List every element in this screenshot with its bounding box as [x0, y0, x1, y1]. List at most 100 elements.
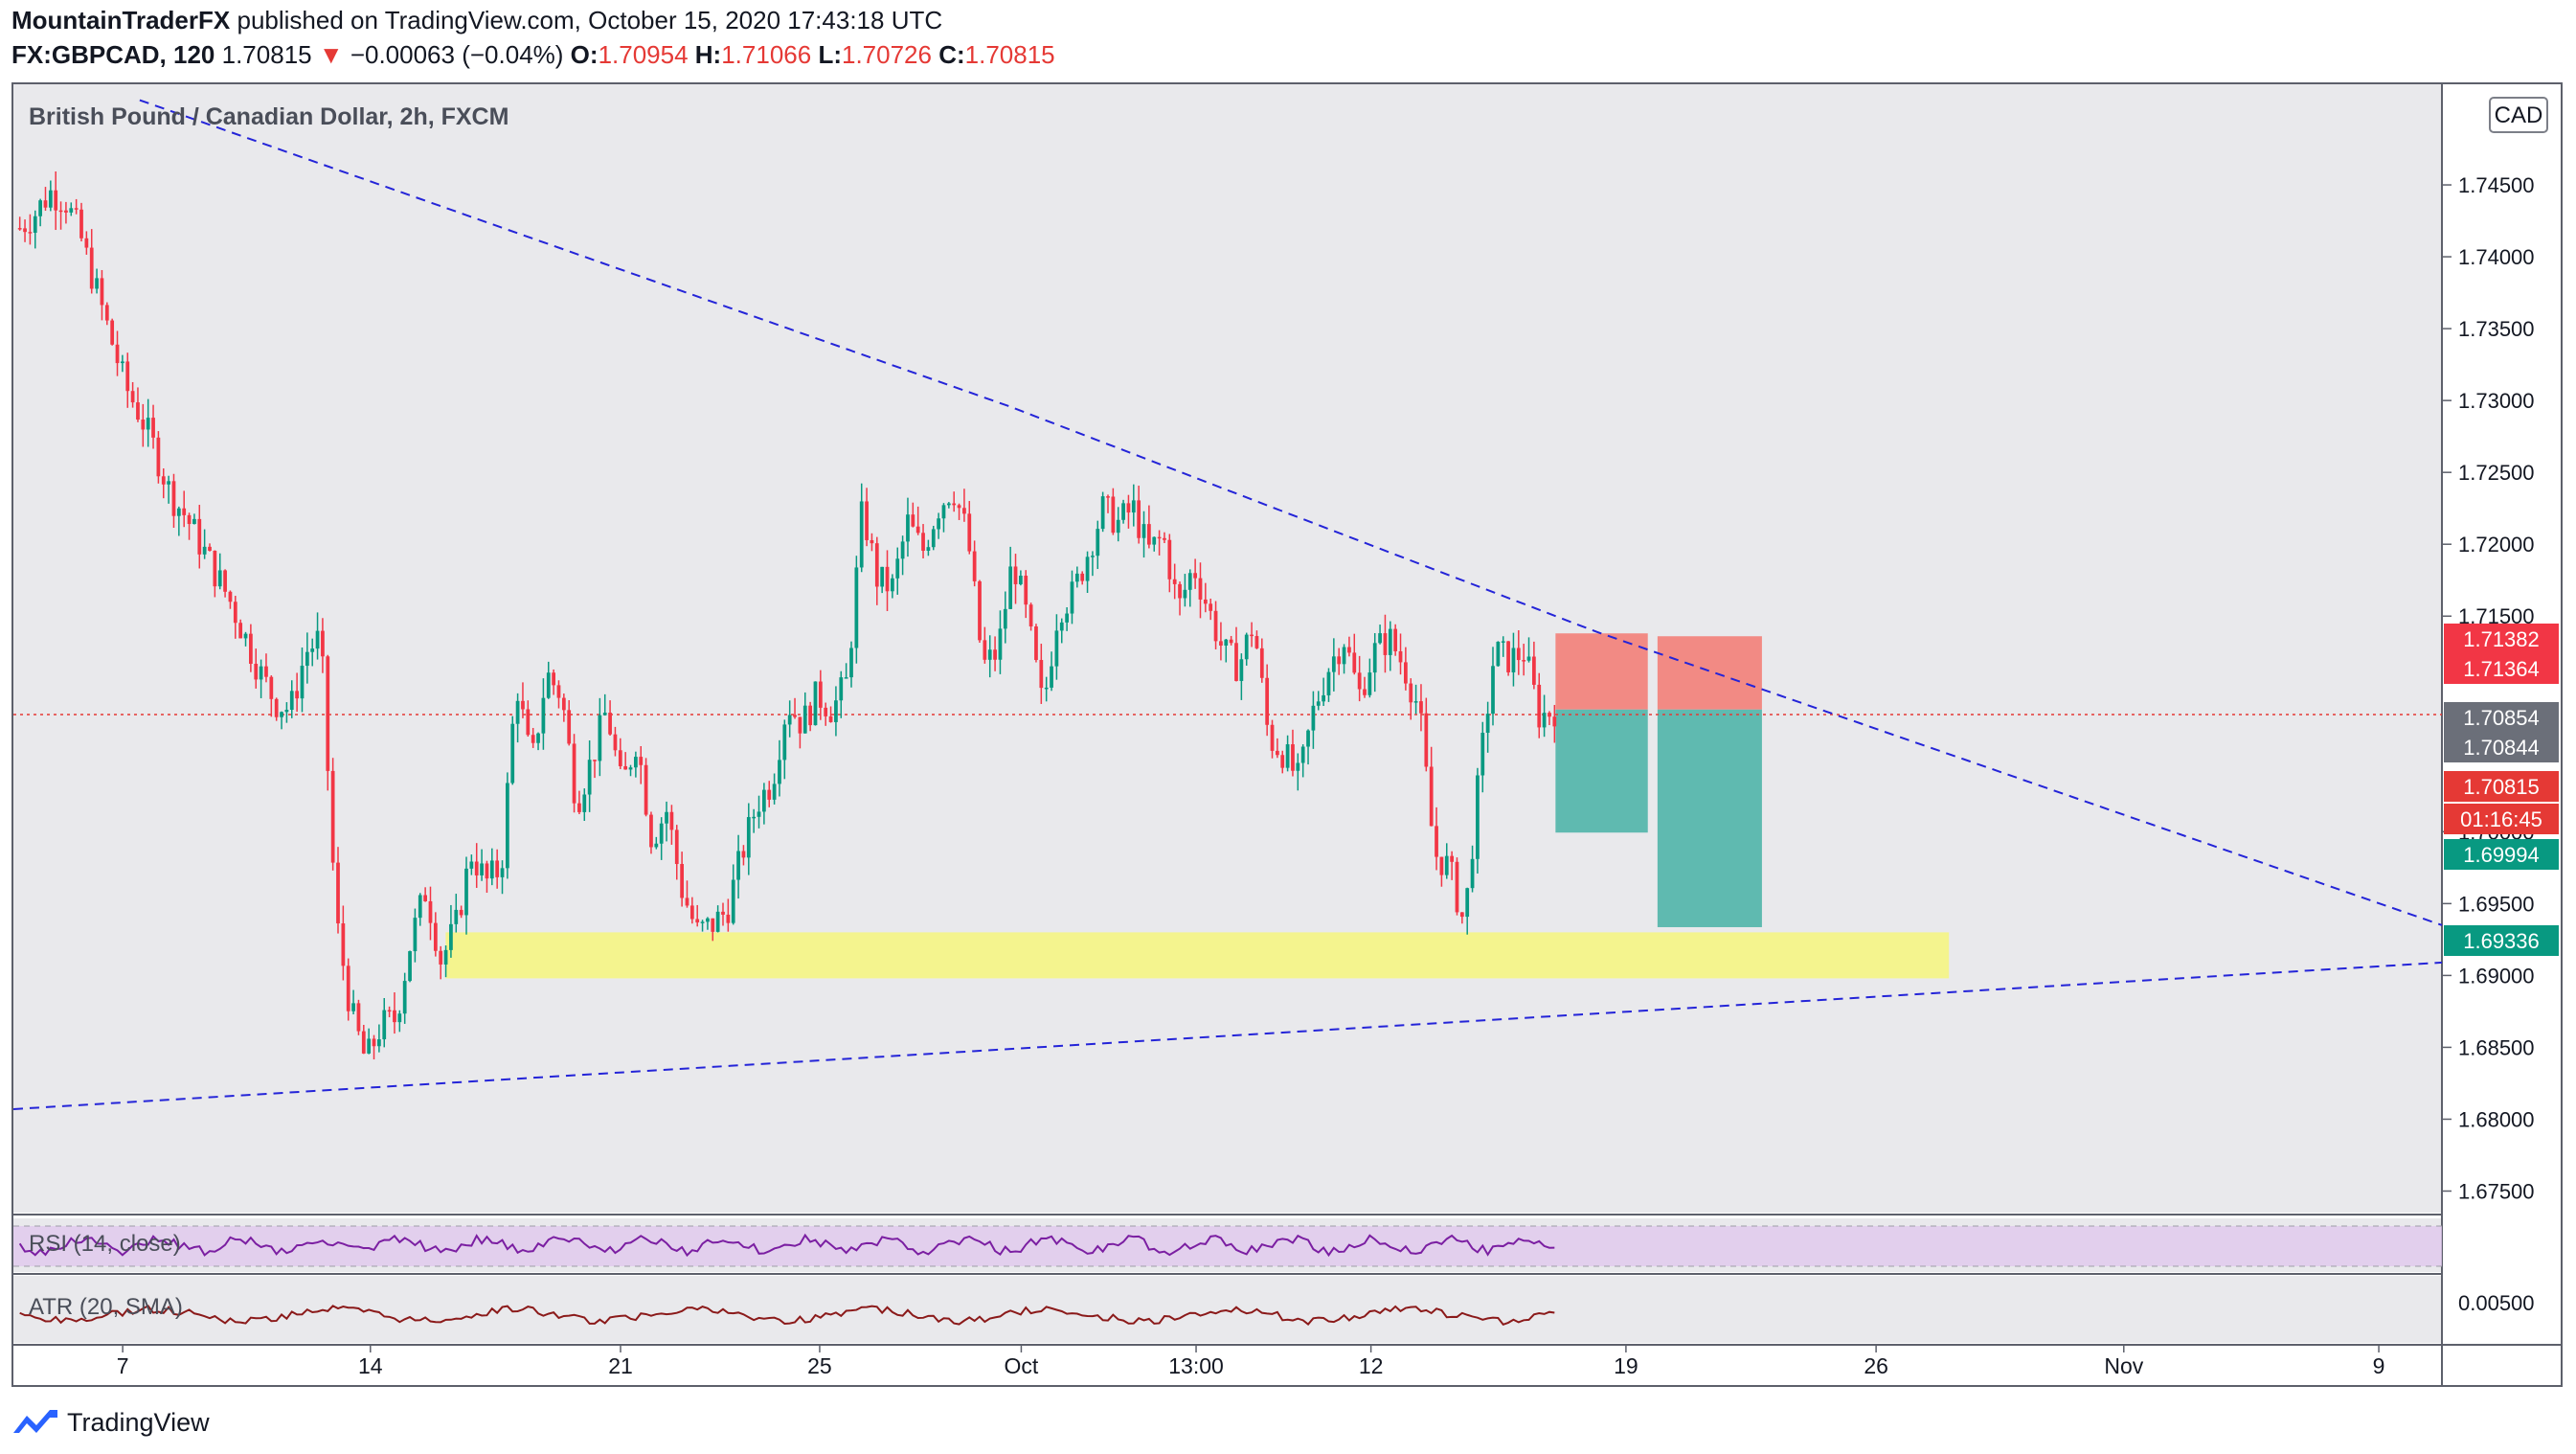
- candle[interactable]: [1244, 634, 1249, 660]
- candle[interactable]: [1516, 647, 1521, 661]
- candle[interactable]: [865, 501, 869, 540]
- candle[interactable]: [818, 681, 823, 708]
- candle[interactable]: [1234, 643, 1238, 681]
- candle[interactable]: [1080, 573, 1085, 581]
- candle[interactable]: [931, 529, 936, 548]
- candle[interactable]: [874, 543, 879, 587]
- trendline[interactable]: [13, 961, 2443, 1110]
- candle[interactable]: [367, 1038, 372, 1054]
- candle[interactable]: [1152, 536, 1157, 545]
- candle[interactable]: [613, 734, 618, 751]
- candle[interactable]: [1059, 622, 1064, 631]
- candle[interactable]: [1074, 573, 1079, 582]
- candle[interactable]: [208, 546, 212, 551]
- candle[interactable]: [413, 918, 418, 952]
- candle[interactable]: [628, 767, 633, 770]
- candle[interactable]: [1491, 666, 1495, 715]
- candle[interactable]: [382, 1010, 387, 1040]
- candle[interactable]: [315, 630, 320, 649]
- candle[interactable]: [506, 783, 509, 869]
- candle[interactable]: [1511, 647, 1516, 672]
- candle[interactable]: [336, 862, 340, 924]
- candle[interactable]: [746, 817, 751, 858]
- candle[interactable]: [618, 750, 622, 766]
- candle[interactable]: [295, 691, 299, 699]
- candle[interactable]: [269, 676, 274, 699]
- candle[interactable]: [433, 922, 438, 951]
- candle[interactable]: [813, 681, 818, 726]
- candle[interactable]: [952, 503, 957, 506]
- candle[interactable]: [798, 716, 802, 734]
- candle[interactable]: [1378, 633, 1382, 644]
- candle[interactable]: [428, 900, 433, 923]
- candle[interactable]: [844, 677, 848, 679]
- candle[interactable]: [259, 666, 263, 680]
- candle[interactable]: [1388, 628, 1392, 655]
- candle[interactable]: [602, 713, 607, 716]
- candle[interactable]: [356, 1003, 361, 1032]
- candle[interactable]: [402, 981, 407, 1014]
- candle[interactable]: [121, 361, 124, 364]
- candle[interactable]: [289, 691, 294, 710]
- candle[interactable]: [546, 672, 551, 698]
- candle[interactable]: [351, 1003, 355, 1011]
- candle[interactable]: [1542, 713, 1547, 728]
- candle[interactable]: [526, 709, 531, 736]
- candle[interactable]: [541, 697, 546, 734]
- candle[interactable]: [213, 550, 217, 587]
- candle[interactable]: [1019, 576, 1023, 584]
- candle[interactable]: [680, 864, 684, 898]
- candle[interactable]: [937, 518, 940, 530]
- candle[interactable]: [280, 712, 283, 717]
- candle[interactable]: [1028, 604, 1033, 627]
- candle[interactable]: [454, 909, 459, 924]
- candle[interactable]: [233, 602, 237, 624]
- candle[interactable]: [130, 391, 135, 403]
- price-chart[interactable]: 1.74500 1.74000 1.73500 1.73000 1.72500 1.720…: [13, 84, 2561, 1385]
- candle[interactable]: [623, 765, 628, 770]
- candle[interactable]: [1424, 713, 1429, 767]
- candle[interactable]: [1404, 662, 1408, 684]
- candle[interactable]: [176, 508, 181, 516]
- candle[interactable]: [1548, 713, 1551, 717]
- candle[interactable]: [1024, 576, 1028, 605]
- candle[interactable]: [721, 911, 725, 915]
- candle[interactable]: [695, 919, 700, 923]
- candle[interactable]: [1470, 858, 1475, 889]
- candle[interactable]: [1224, 639, 1229, 647]
- candle[interactable]: [1300, 746, 1305, 763]
- candle[interactable]: [58, 210, 63, 213]
- candle[interactable]: [1167, 539, 1172, 579]
- candle[interactable]: [1085, 557, 1090, 581]
- candle[interactable]: [1552, 716, 1557, 727]
- candle[interactable]: [1193, 573, 1197, 579]
- candle[interactable]: [767, 789, 772, 800]
- candle[interactable]: [772, 784, 777, 800]
- candle[interactable]: [54, 190, 58, 211]
- candle[interactable]: [423, 895, 427, 901]
- candle[interactable]: [880, 566, 885, 587]
- candle[interactable]: [921, 533, 925, 552]
- candle[interactable]: [1537, 684, 1542, 728]
- candle[interactable]: [1459, 912, 1464, 918]
- candle[interactable]: [685, 897, 689, 906]
- candle[interactable]: [828, 716, 833, 722]
- candle[interactable]: [1039, 660, 1044, 689]
- candle[interactable]: [151, 418, 155, 438]
- candle[interactable]: [1213, 610, 1218, 642]
- candle[interactable]: [182, 508, 187, 515]
- candle[interactable]: [1131, 500, 1136, 513]
- candle[interactable]: [1141, 524, 1146, 538]
- tradingview-brand[interactable]: TradingView: [67, 1407, 210, 1437]
- candle[interactable]: [644, 764, 648, 815]
- candle[interactable]: [1501, 641, 1505, 643]
- candle[interactable]: [1532, 656, 1536, 685]
- candle[interactable]: [926, 547, 931, 552]
- candle[interactable]: [536, 733, 540, 743]
- candle[interactable]: [1008, 566, 1013, 609]
- candle[interactable]: [104, 305, 109, 321]
- candle[interactable]: [849, 647, 853, 678]
- candle[interactable]: [480, 863, 484, 875]
- candle[interactable]: [1096, 529, 1100, 557]
- candle[interactable]: [64, 210, 68, 213]
